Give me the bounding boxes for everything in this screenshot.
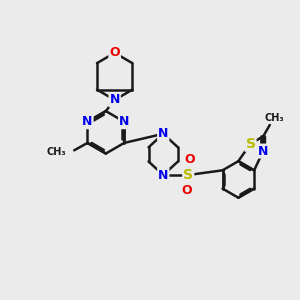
Text: CH₃: CH₃ <box>46 147 66 157</box>
Text: O: O <box>184 153 195 166</box>
Text: N: N <box>158 169 168 182</box>
Text: CH₃: CH₃ <box>264 113 284 123</box>
Text: O: O <box>110 46 120 59</box>
Text: N: N <box>258 145 268 158</box>
Text: N: N <box>119 115 129 128</box>
Text: S: S <box>183 168 193 182</box>
Text: S: S <box>245 137 256 151</box>
Text: N: N <box>158 127 168 140</box>
Text: O: O <box>182 184 192 197</box>
Text: N: N <box>82 115 93 128</box>
Text: N: N <box>110 93 120 106</box>
